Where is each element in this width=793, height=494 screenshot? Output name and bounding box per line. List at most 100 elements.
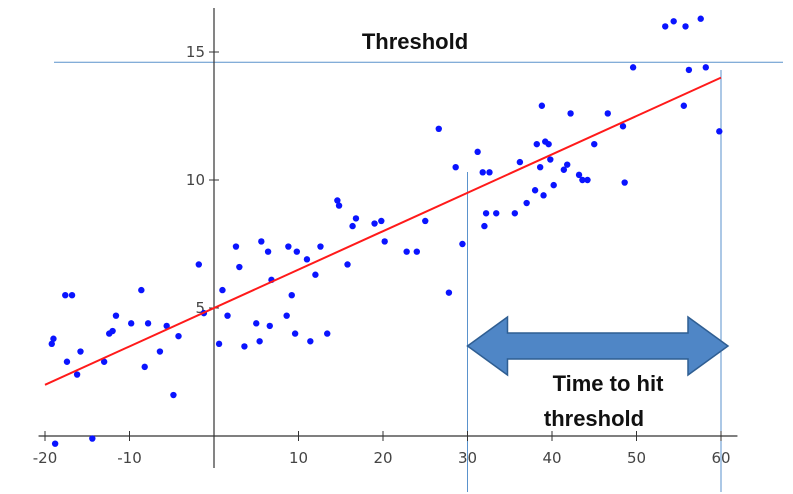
data-point [266,322,273,330]
data-point [241,343,248,350]
data-point [459,240,466,248]
data-point [662,23,669,30]
data-point [481,222,488,230]
data-point [264,248,272,255]
data-point [317,243,324,250]
data-point [156,348,164,355]
data-point [127,320,135,327]
data-point [109,327,116,335]
y-tick-label: 5 [195,299,205,317]
data-point [536,164,544,171]
data-point [349,222,356,230]
data-point [452,164,459,171]
data-point [680,102,688,109]
data-point [682,23,689,30]
data-point [516,158,524,166]
data-point [474,148,481,156]
data-point [670,18,677,25]
data-point [575,171,583,179]
data-point [283,312,290,319]
data-point [685,66,693,74]
data-point [479,169,486,176]
threshold-label: Threshold [362,29,468,54]
y-ticks: 5 10 15 [186,43,219,317]
data-point [293,248,301,255]
data-point [511,210,519,217]
data-point [312,271,319,278]
data-point [232,243,240,250]
data-point [50,335,57,342]
data-point [702,64,709,71]
data-point [381,238,388,245]
x-tick-label: 30 [458,449,477,467]
data-point [531,187,539,194]
data-point [352,215,360,222]
data-point [303,256,311,263]
data-point [371,220,378,227]
x-tick-label: 40 [542,449,561,467]
y-tick-label: 15 [186,43,205,61]
data-point [291,330,299,337]
x-ticks: -20 -10 10 20 30 40 50 60 [33,431,731,467]
data-point [621,179,628,186]
data-point [564,161,571,168]
arrow-label-line2: threshold [544,406,644,431]
data-point [170,391,177,399]
data-point [138,286,145,294]
data-point [567,110,574,117]
x-tick-label: -10 [117,449,142,467]
data-point [629,64,637,71]
time-to-threshold-arrow [466,315,730,377]
data-point [584,176,591,184]
data-point [378,217,385,225]
x-tick-label: 60 [711,449,730,467]
data-point [73,371,81,378]
data-point [579,176,586,184]
data-point [62,292,69,299]
data-point [324,330,331,337]
data-point [547,156,554,163]
data-point [288,292,295,299]
data-point [344,261,351,268]
data-point [422,217,429,225]
data-point [307,338,314,345]
data-point [538,102,546,109]
data-point [413,248,420,255]
data-point [285,243,292,250]
x-tick-label: 20 [373,449,392,467]
data-point [215,340,223,348]
data-point [89,435,96,442]
data-point [540,192,547,199]
data-point [493,210,500,217]
double-headed-arrow [466,315,730,377]
data-point [591,140,598,148]
x-tick-label: 50 [627,449,646,467]
data-point [533,140,540,148]
data-points [48,15,723,447]
arrow-label-line1: Time to hit [553,371,664,396]
data-point [68,292,76,299]
data-point [486,169,493,176]
data-point [77,348,84,355]
data-point [219,286,226,294]
data-point [445,289,453,296]
data-point [335,202,343,209]
data-point [100,358,108,365]
data-point [334,197,341,204]
data-point [403,248,410,255]
y-tick-label: 10 [186,171,205,189]
regression-fit-line [44,76,722,386]
data-point [224,312,231,319]
data-point [619,123,627,130]
data-point [163,322,170,330]
data-point [560,166,568,173]
data-point [141,363,148,371]
data-point [550,181,557,189]
axes: -20 -10 10 20 30 40 50 60 5 10 15 [33,8,738,468]
data-point [48,340,55,348]
data-point [545,140,552,148]
guide-lines [54,61,783,492]
data-point [697,15,704,22]
data-point [253,320,260,327]
